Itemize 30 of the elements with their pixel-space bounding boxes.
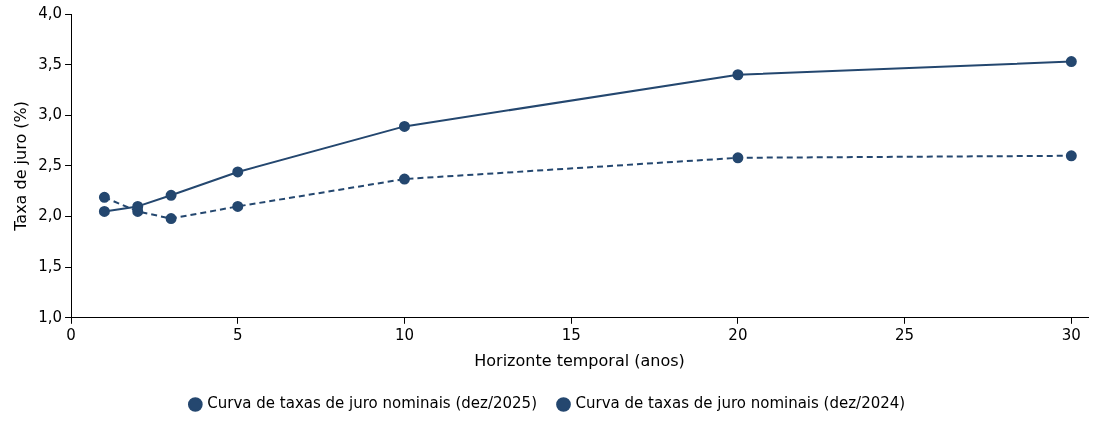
y-tick-label: 2,0 [38,206,63,225]
point [98,205,110,217]
x-axis-title: Horizonte temporal (anos) [474,350,685,370]
point [398,120,410,132]
y-tick-label: 1,0 [38,307,63,326]
x-tick-label: 0 [66,325,76,344]
point [732,152,744,164]
point [232,166,244,178]
point [732,69,744,81]
x-tick-label: 30 [1061,325,1081,344]
x-tick-label: 25 [895,325,915,344]
y-axis-title: Taxa de juro (%) [10,101,30,232]
point [98,191,110,203]
point [1065,150,1077,162]
x-tick-label: 15 [561,325,581,344]
y-tick-label: 1,5 [38,257,63,276]
x-tick-label: 5 [232,325,243,344]
point [1065,56,1077,68]
x-tick-label: 10 [394,325,415,344]
point [165,189,177,201]
x-tick-label: 20 [728,325,748,344]
point [398,173,410,185]
y-tick-label: 2,5 [38,155,63,174]
y-tick-label: 3,0 [38,105,63,124]
legend-label: Curva de taxas de juro nominais (dez/2024) [575,394,906,413]
y-tick-label: 3,5 [38,54,63,73]
point [232,200,244,212]
legend-label: Curva de taxas de juro nominais (dez/2025) [207,394,537,413]
y-tick-label: 4,0 [38,3,63,22]
point [165,213,177,225]
